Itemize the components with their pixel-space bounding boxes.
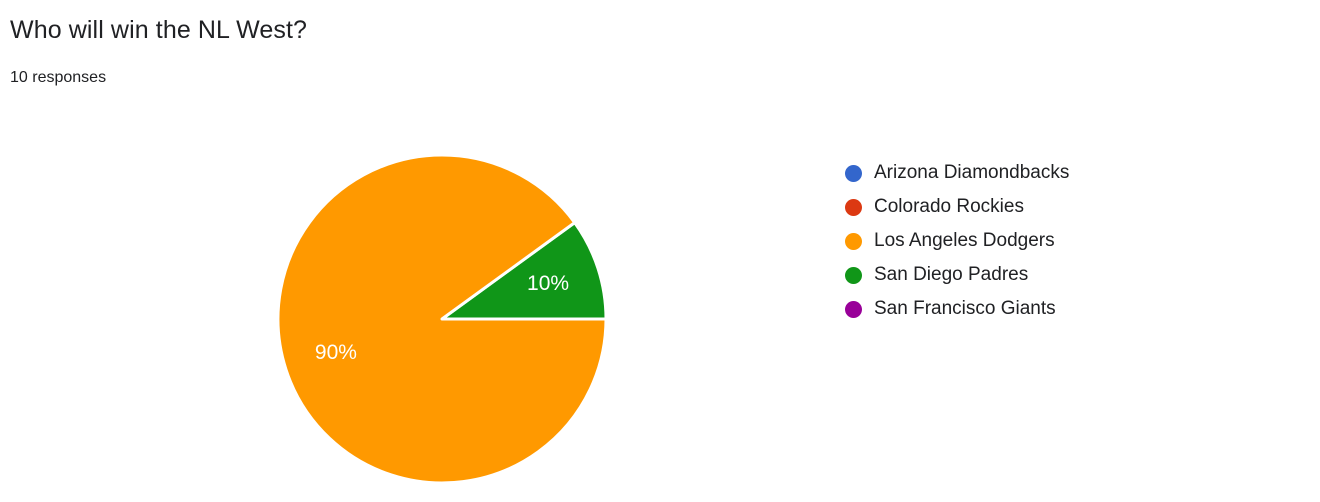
page-title: Who will win the NL West? (10, 16, 308, 44)
legend-swatch-icon (845, 164, 862, 182)
pie-chart: 10% 90% Arizona Diamondbacks Colorado Rock… (0, 110, 1320, 502)
legend-swatch-icon (845, 198, 862, 216)
legend-item[interactable]: San Diego Padres (845, 258, 1069, 292)
pie-slice-group (276, 153, 608, 485)
pie-data-label: 90% (315, 341, 357, 364)
legend-item-label: Los Angeles Dodgers (874, 230, 1055, 251)
pie-slice[interactable] (276, 153, 608, 485)
pie-data-label-group: 10% 90% (315, 272, 569, 364)
legend-swatch-icon (845, 300, 862, 318)
legend-item-label: Colorado Rockies (874, 196, 1024, 217)
legend-item[interactable]: Arizona Diamondbacks (845, 156, 1069, 190)
pie-data-label: 10% (527, 272, 569, 295)
legend-item[interactable]: San Francisco Giants (845, 292, 1069, 326)
legend-item-label: Arizona Diamondbacks (874, 162, 1070, 183)
pie-slice[interactable] (440, 221, 608, 321)
legend-item-label: San Diego Padres (874, 264, 1029, 285)
legend-swatch-icon (845, 266, 862, 284)
response-count-label: 10 responses (10, 69, 107, 86)
legend-item[interactable]: Los Angeles Dodgers (845, 224, 1069, 258)
legend-item[interactable]: Colorado Rockies (845, 190, 1069, 224)
legend-item-label: San Francisco Giants (874, 298, 1056, 319)
chart-legend: Arizona Diamondbacks Colorado Rockies Los … (845, 156, 1069, 326)
legend-swatch-icon (845, 232, 862, 250)
pie-chart-svg: 10% 90% (276, 153, 608, 485)
